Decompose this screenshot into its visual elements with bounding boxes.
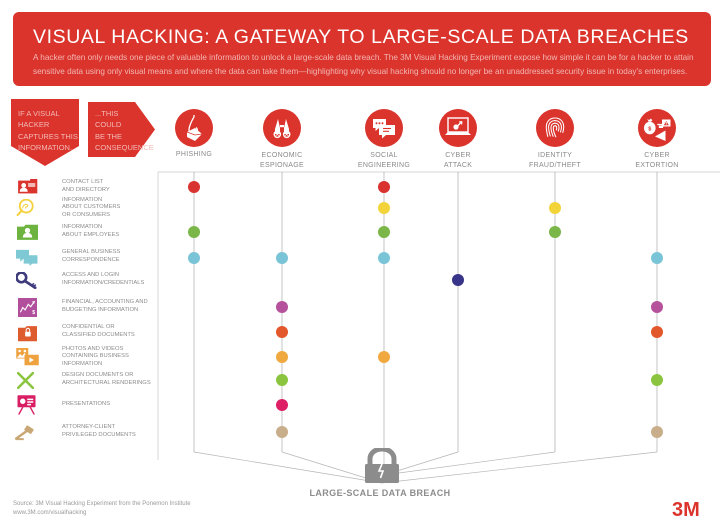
- svg-text:3M: 3M: [672, 500, 700, 520]
